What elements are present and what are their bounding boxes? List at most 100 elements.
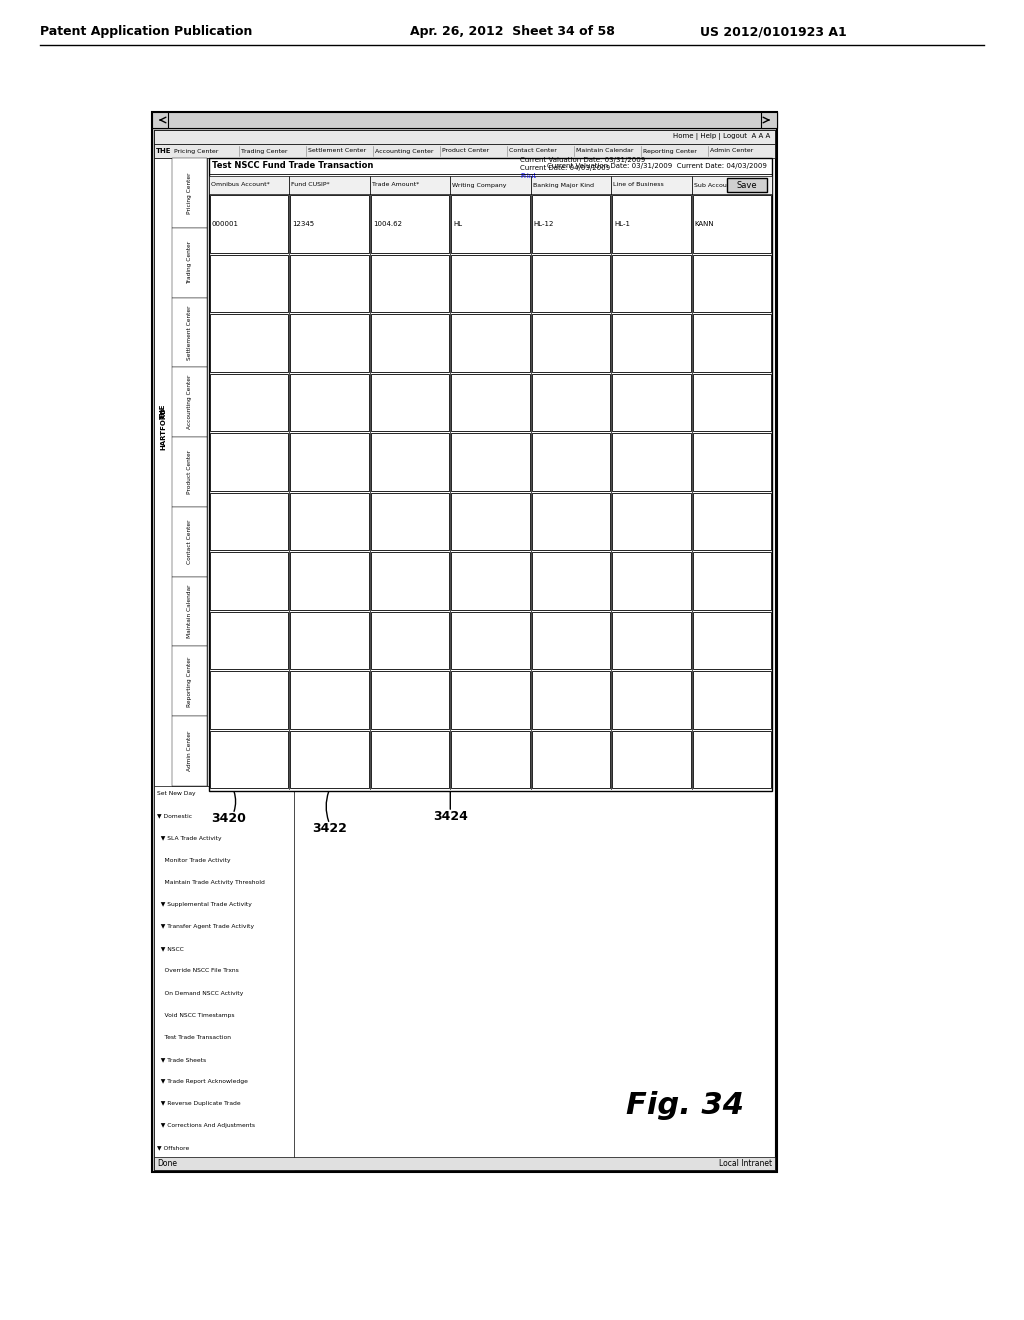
Text: 3422: 3422 [312,821,347,834]
Bar [612,492,690,550]
Text: 3424: 3424 [433,809,468,822]
Bar [727,178,767,191]
Text: 3420: 3420 [211,812,246,825]
Bar [531,671,610,729]
Bar [291,492,369,550]
Text: Line of Business: Line of Business [613,182,664,187]
Bar [612,433,690,491]
Text: Contact Center: Contact Center [187,520,193,564]
Text: Set New Day: Set New Day [157,792,196,796]
Text: Fund CUSIP*: Fund CUSIP* [292,182,330,187]
Text: Settlement Center: Settlement Center [308,149,367,153]
Text: HL-1: HL-1 [614,220,630,227]
Bar [152,112,777,1172]
Bar [371,552,450,610]
Text: Apr. 26, 2012  Sheet 34 of 58: Apr. 26, 2012 Sheet 34 of 58 [410,25,614,38]
Bar [612,730,690,788]
Bar [531,552,610,610]
Bar [370,176,451,194]
Bar [371,671,450,729]
Bar [172,507,207,577]
Bar [612,374,690,432]
Text: On Demand NSCC Activity: On Demand NSCC Activity [157,990,244,995]
Bar [371,314,450,371]
Text: Admin Center: Admin Center [710,149,754,153]
Bar [612,314,690,371]
Text: HL: HL [454,220,463,227]
Text: Current Valuation Date: 03/31/2009: Current Valuation Date: 03/31/2009 [520,157,645,162]
Text: Product Center: Product Center [442,149,489,153]
Bar [371,195,450,252]
Bar [210,374,289,432]
Bar [172,228,207,297]
Bar [291,255,369,312]
Text: Admin Center: Admin Center [187,731,193,771]
Bar [452,611,529,669]
Text: Fig. 34: Fig. 34 [626,1090,744,1119]
Text: Maintain Calendar: Maintain Calendar [187,585,193,639]
Bar [692,255,771,312]
Bar [452,492,529,550]
Bar [452,433,529,491]
Text: Writing Company: Writing Company [453,182,507,187]
Bar [692,195,771,252]
Bar [154,144,775,158]
Text: Pricing Center: Pricing Center [187,172,193,214]
Text: Trading Center: Trading Center [187,242,193,284]
Bar [210,492,289,550]
Bar [692,611,771,669]
Bar [371,492,450,550]
Text: Omnibus Account*: Omnibus Account* [211,182,269,187]
Bar [452,730,529,788]
Bar [291,433,369,491]
Bar [210,255,289,312]
Text: ▼ NSCC: ▼ NSCC [157,946,183,952]
Bar [209,158,772,791]
Text: Patent Application Publication: Patent Application Publication [40,25,252,38]
Bar [692,374,771,432]
Bar [172,158,207,228]
Text: 000001: 000001 [212,220,239,227]
Text: Pricing Center: Pricing Center [174,149,218,153]
Bar [692,492,771,550]
Bar [291,552,369,610]
Bar [531,374,610,432]
Text: Test Trade Transaction: Test Trade Transaction [157,1035,231,1040]
Text: Maintain Trade Activity Threshold: Maintain Trade Activity Threshold [157,880,265,884]
Bar [531,492,610,550]
Bar [210,671,289,729]
Bar [692,671,771,729]
Bar [291,314,369,371]
Text: Monitor Trade Activity: Monitor Trade Activity [157,858,230,863]
Text: ▼ Supplemental Trade Activity: ▼ Supplemental Trade Activity [157,902,252,907]
Text: THE: THE [160,403,166,418]
Text: Print: Print [520,173,537,180]
Text: Override NSCC File Trxns: Override NSCC File Trxns [157,969,239,973]
Bar [210,611,289,669]
Text: Save: Save [736,181,758,190]
Bar [452,255,529,312]
Text: ▼ Offshore: ▼ Offshore [157,1146,189,1151]
Text: Local Intranet: Local Intranet [719,1159,772,1168]
Bar [530,176,611,194]
Bar [172,577,207,647]
Bar [692,552,771,610]
Text: Void NSCC Timestamps: Void NSCC Timestamps [157,1012,234,1018]
Text: Reporting Center: Reporting Center [187,656,193,706]
Bar [692,314,771,371]
Text: 12345: 12345 [293,220,314,227]
Bar [452,314,529,371]
Bar [531,433,610,491]
Bar [290,176,370,194]
Bar [172,367,207,437]
Text: Sub Account Map Code: Sub Account Map Code [693,182,766,187]
Bar [291,730,369,788]
Bar [371,611,450,669]
Bar [452,552,529,610]
Text: ▼ Trade Sheets: ▼ Trade Sheets [157,1057,206,1061]
Bar [452,671,529,729]
Bar [451,176,530,194]
Bar [154,785,294,1170]
Bar [154,158,172,1170]
Bar [210,433,289,491]
